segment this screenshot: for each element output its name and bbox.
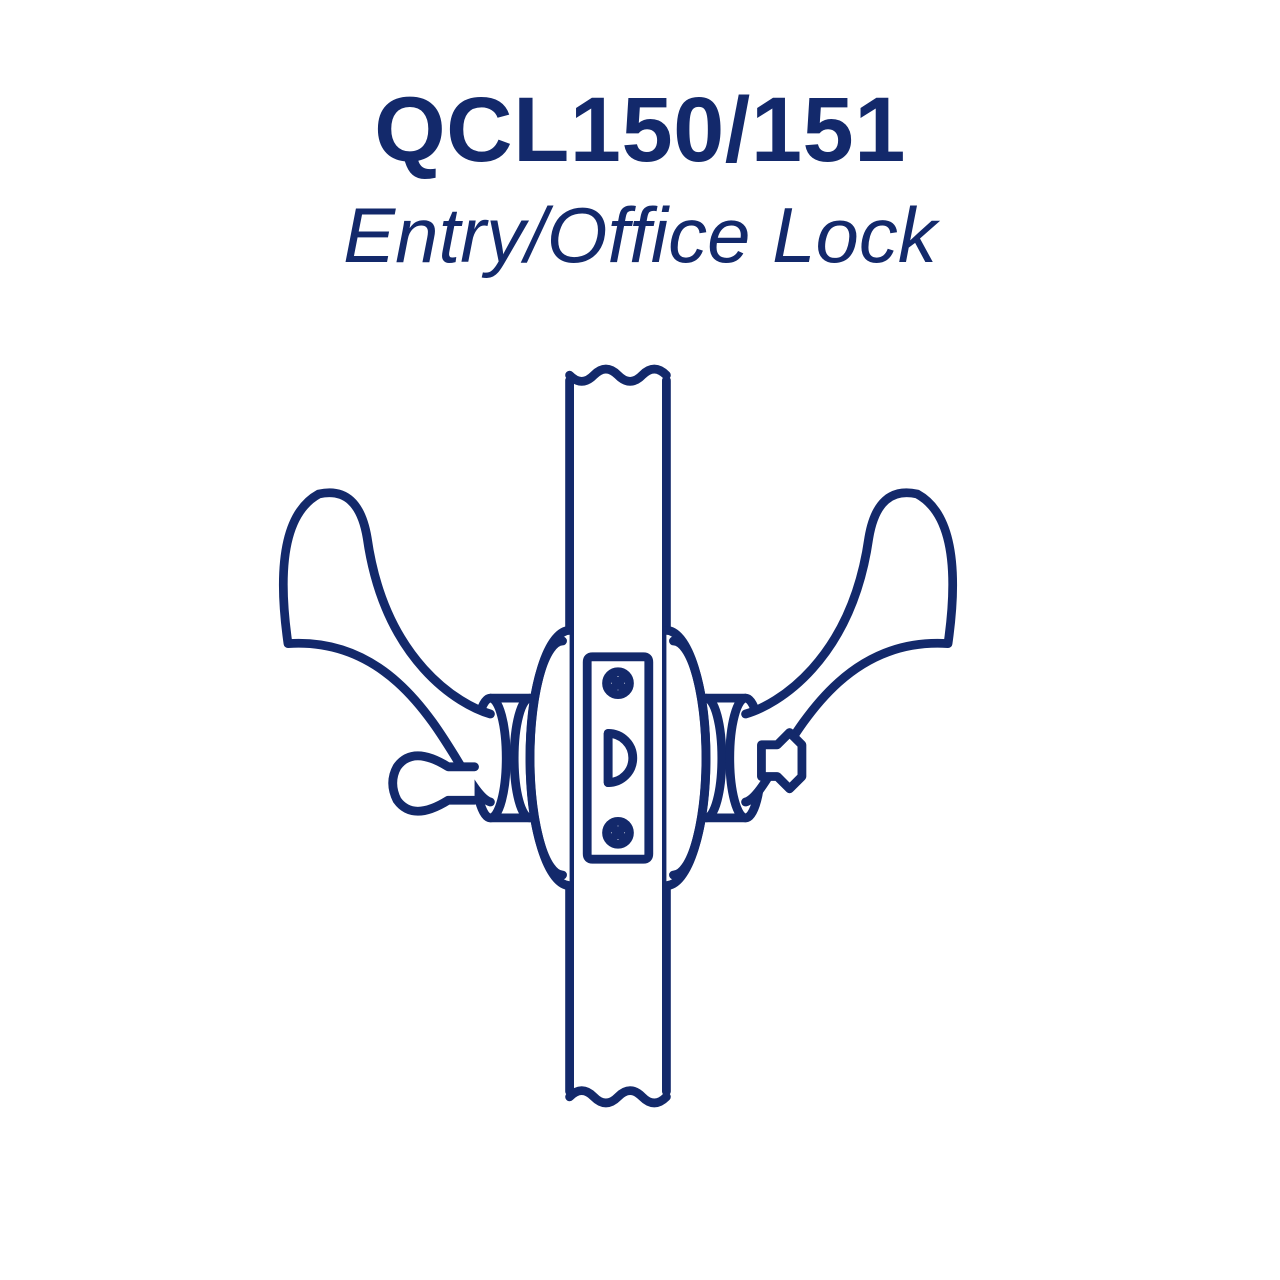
product-model-title: QCL150/151: [0, 78, 1280, 183]
lock-diagram: [0, 340, 1280, 1137]
page: QCL150/151 Entry/Office Lock: [0, 0, 1280, 1280]
lock-line-drawing-icon: [200, 340, 1080, 1132]
product-function-subtitle: Entry/Office Lock: [0, 190, 1280, 281]
